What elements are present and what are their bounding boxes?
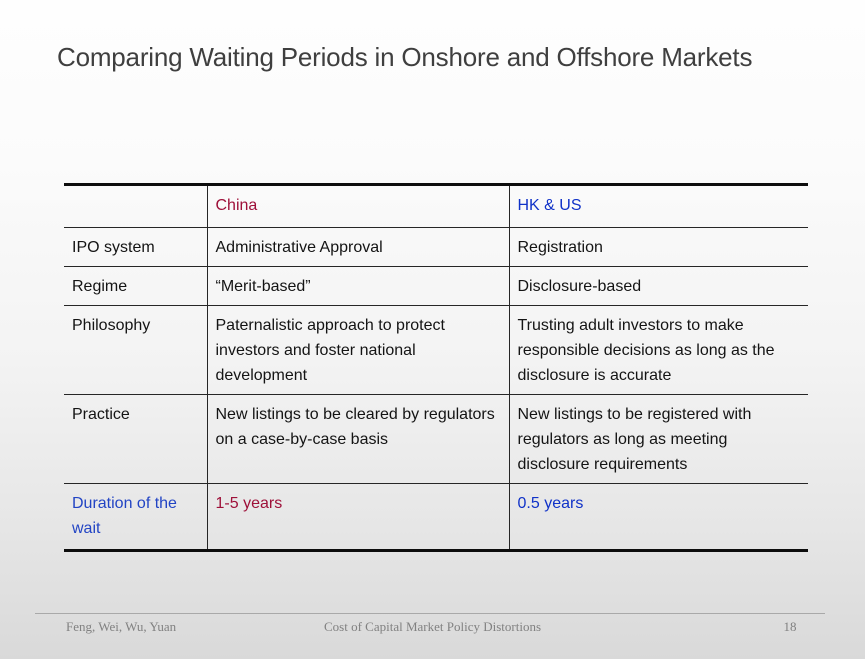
table-row-practice: Practice New listings to be cleared by r… [64, 394, 808, 484]
row-label: Duration of the wait [64, 483, 207, 551]
footer-deck-title: Cost of Capital Market Policy Distortion… [323, 619, 541, 634]
table-row-ipo-system: IPO system Administrative Approval Regis… [64, 227, 808, 267]
row-label: Regime [64, 266, 207, 306]
row-label: IPO system [64, 227, 207, 267]
table-header-row: China HK & US [64, 184, 808, 228]
header-china: China [206, 184, 509, 228]
hk-us-cell: Disclosure-based [508, 266, 808, 306]
hk-us-cell: New listings to be registered with regul… [508, 394, 808, 484]
footer-divider [35, 613, 825, 614]
footer-page-number: 18 [783, 619, 797, 634]
hk-us-cell: Registration [508, 227, 808, 267]
header-hk-us: HK & US [508, 184, 808, 228]
row-label: Practice [64, 394, 207, 484]
table-row-philosophy: Philosophy Paternalistic approach to pro… [64, 305, 808, 395]
china-cell: Paternalistic approach to protect invest… [206, 305, 509, 395]
comparison-table: China HK & US IPO system Administrative … [64, 183, 808, 552]
slide-title: Comparing Waiting Periods in Onshore and… [57, 42, 753, 72]
china-cell: Administrative Approval [206, 227, 509, 267]
china-cell: New listings to be cleared by regulators… [206, 394, 509, 484]
header-empty-cell [64, 185, 207, 228]
footer-authors: Feng, Wei, Wu, Yuan [66, 619, 177, 634]
table-row-duration: Duration of the wait 1-5 years 0.5 years [64, 483, 808, 551]
table-row-regime: Regime “Merit-based” Disclosure-based [64, 266, 808, 306]
china-cell: “Merit-based” [206, 266, 509, 306]
hk-us-cell: 0.5 years [508, 483, 808, 551]
row-label: Philosophy [64, 305, 207, 395]
china-cell: 1-5 years [206, 483, 509, 551]
hk-us-cell: Trusting adult investors to make respons… [508, 305, 808, 395]
